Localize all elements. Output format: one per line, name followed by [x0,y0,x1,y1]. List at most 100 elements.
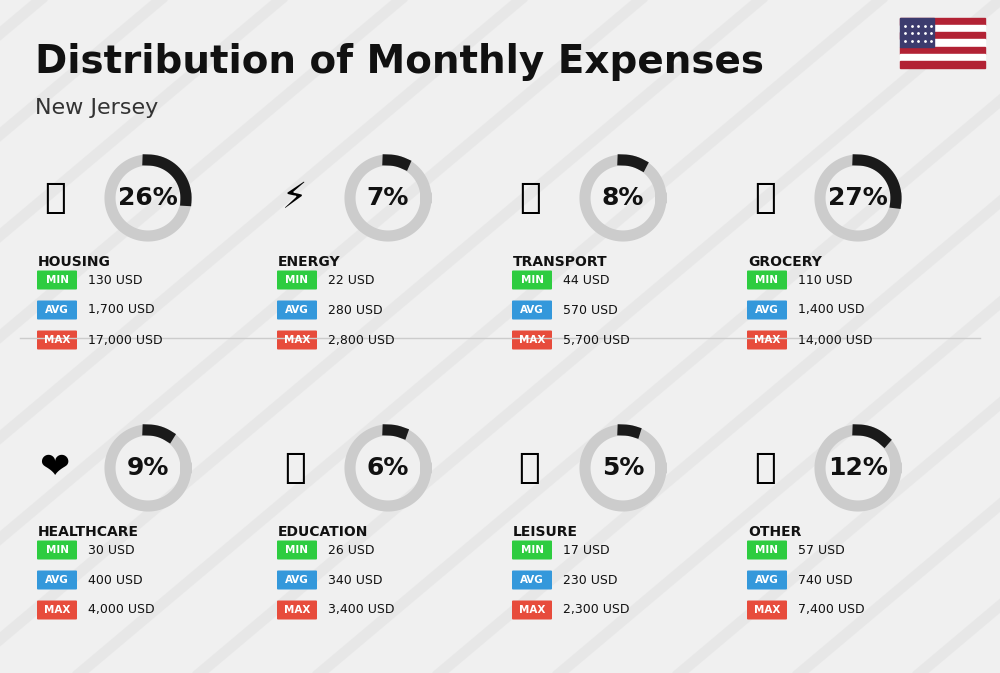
Text: OTHER: OTHER [748,525,801,539]
Text: 4,000 USD: 4,000 USD [88,604,155,616]
Bar [900,40,985,46]
Text: TRANSPORT: TRANSPORT [513,255,608,269]
FancyBboxPatch shape [277,330,317,349]
Bar [900,18,985,25]
Text: 570 USD: 570 USD [563,304,618,316]
Text: MAX: MAX [44,335,70,345]
FancyBboxPatch shape [512,540,552,559]
Text: 7,400 USD: 7,400 USD [798,604,865,616]
Text: 🛒: 🛒 [754,181,776,215]
Bar [900,54,985,61]
Text: MAX: MAX [519,605,545,615]
Bar [900,25,985,32]
Text: MIN: MIN [46,545,68,555]
Bar [900,61,985,68]
Text: 8%: 8% [602,186,644,210]
Text: 26%: 26% [118,186,178,210]
Text: AVG: AVG [520,575,544,585]
Text: MIN: MIN [520,275,544,285]
Text: MAX: MAX [284,335,310,345]
FancyBboxPatch shape [37,301,77,320]
Text: 130 USD: 130 USD [88,273,143,287]
FancyBboxPatch shape [277,600,317,620]
Text: 5%: 5% [602,456,644,480]
Text: Distribution of Monthly Expenses: Distribution of Monthly Expenses [35,43,764,81]
FancyBboxPatch shape [747,540,787,559]
Text: 17 USD: 17 USD [563,544,610,557]
Text: MAX: MAX [519,335,545,345]
Text: MIN: MIN [520,545,544,555]
Text: 2,800 USD: 2,800 USD [328,334,395,347]
Text: 57 USD: 57 USD [798,544,845,557]
Text: 280 USD: 280 USD [328,304,383,316]
FancyBboxPatch shape [37,271,77,289]
Text: AVG: AVG [755,305,779,315]
Text: MIN: MIN [286,275,308,285]
Text: MIN: MIN [756,545,778,555]
Text: MIN: MIN [286,545,308,555]
FancyBboxPatch shape [512,600,552,620]
FancyBboxPatch shape [277,571,317,590]
Text: 14,000 USD: 14,000 USD [798,334,872,347]
Text: MAX: MAX [44,605,70,615]
Text: EDUCATION: EDUCATION [278,525,368,539]
FancyBboxPatch shape [37,540,77,559]
Text: MIN: MIN [756,275,778,285]
Text: 27%: 27% [828,186,888,210]
Text: AVG: AVG [45,575,69,585]
Text: 110 USD: 110 USD [798,273,852,287]
Text: 17,000 USD: 17,000 USD [88,334,163,347]
Text: 🏢: 🏢 [44,181,66,215]
Text: 44 USD: 44 USD [563,273,610,287]
FancyBboxPatch shape [747,600,787,620]
Text: 230 USD: 230 USD [563,573,618,586]
Text: 740 USD: 740 USD [798,573,853,586]
Text: 1,400 USD: 1,400 USD [798,304,864,316]
Text: 🚌: 🚌 [519,181,541,215]
Text: 6%: 6% [367,456,409,480]
FancyBboxPatch shape [747,571,787,590]
Text: 9%: 9% [127,456,169,480]
Text: 340 USD: 340 USD [328,573,382,586]
FancyBboxPatch shape [37,600,77,620]
Text: ❤️: ❤️ [40,451,70,485]
Text: MAX: MAX [754,605,780,615]
Text: AVG: AVG [755,575,779,585]
FancyBboxPatch shape [512,301,552,320]
Text: AVG: AVG [285,575,309,585]
Text: AVG: AVG [285,305,309,315]
FancyBboxPatch shape [512,330,552,349]
Text: ENERGY: ENERGY [278,255,341,269]
FancyBboxPatch shape [277,271,317,289]
Text: 22 USD: 22 USD [328,273,374,287]
Text: 3,400 USD: 3,400 USD [328,604,394,616]
FancyBboxPatch shape [747,301,787,320]
Text: 5,700 USD: 5,700 USD [563,334,630,347]
FancyBboxPatch shape [747,330,787,349]
Text: 26 USD: 26 USD [328,544,374,557]
Text: 🛍️: 🛍️ [519,451,541,485]
Bar [900,32,985,40]
Text: AVG: AVG [520,305,544,315]
FancyBboxPatch shape [512,271,552,289]
Text: 12%: 12% [828,456,888,480]
Text: AVG: AVG [45,305,69,315]
Bar [900,18,934,46]
Text: 2,300 USD: 2,300 USD [563,604,630,616]
FancyBboxPatch shape [37,571,77,590]
Text: 7%: 7% [367,186,409,210]
Text: New Jersey: New Jersey [35,98,158,118]
Bar [900,46,985,54]
FancyBboxPatch shape [277,301,317,320]
Text: MAX: MAX [754,335,780,345]
Text: GROCERY: GROCERY [748,255,822,269]
Text: MAX: MAX [284,605,310,615]
Text: 💰: 💰 [754,451,776,485]
Text: 1,700 USD: 1,700 USD [88,304,155,316]
Text: ⚡: ⚡ [282,181,308,215]
FancyBboxPatch shape [277,540,317,559]
Text: 400 USD: 400 USD [88,573,143,586]
Text: HOUSING: HOUSING [38,255,111,269]
FancyBboxPatch shape [747,271,787,289]
Text: 🎓: 🎓 [284,451,306,485]
